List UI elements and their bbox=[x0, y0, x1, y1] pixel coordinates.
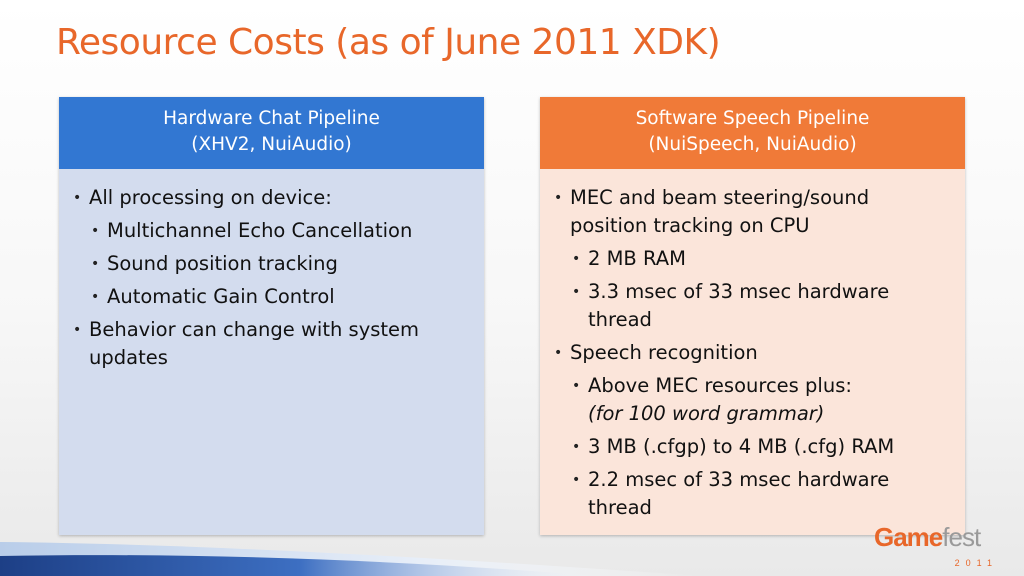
sub-bullet-item: • 3.3 msec of 33 msec hardware thread bbox=[552, 278, 949, 334]
bottom-swoosh-decoration bbox=[0, 542, 700, 576]
software-header-subtitle: (NuiSpeech, NuiAudio) bbox=[648, 134, 857, 155]
hardware-header-title: Hardware Chat Pipeline bbox=[163, 108, 380, 129]
bullet-italic-note: (for 100 word grammar) bbox=[588, 402, 825, 425]
bullet-text: All processing on device: bbox=[89, 186, 332, 209]
sub-bullet-item: • Multichannel Echo Cancellation bbox=[71, 217, 468, 245]
bullet-icon: • bbox=[572, 472, 581, 488]
slide-title: Resource Costs (as of June 2011 XDK) bbox=[56, 22, 721, 63]
bullet-icon: • bbox=[73, 322, 82, 338]
sub-bullet-item: • Automatic Gain Control bbox=[71, 283, 468, 311]
logo-game-text: Game bbox=[874, 522, 943, 552]
sub-bullet-item: • 2.2 msec of 33 msec hardware thread bbox=[552, 466, 949, 522]
software-bullet-list: • MEC and beam steering/sound position tr… bbox=[552, 184, 949, 522]
bullet-item: • MEC and beam steering/sound position tr… bbox=[552, 184, 949, 240]
software-panel-header: Software Speech Pipeline (NuiSpeech, Nui… bbox=[540, 97, 965, 169]
software-header-title: Software Speech Pipeline bbox=[635, 108, 870, 129]
gamefest-logo: Gamefest 2011 bbox=[874, 522, 1002, 568]
bullet-text: Speech recognition bbox=[570, 341, 758, 364]
bullet-text: 2.2 msec of 33 msec hardware thread bbox=[588, 468, 890, 519]
software-speech-pipeline-panel: Software Speech Pipeline (NuiSpeech, Nui… bbox=[540, 97, 965, 535]
hardware-chat-pipeline-panel: Hardware Chat Pipeline (XHV2, NuiAudio) … bbox=[59, 97, 484, 535]
bullet-icon: • bbox=[554, 190, 563, 206]
bullet-item: • All processing on device: bbox=[71, 184, 468, 212]
sub-bullet-item: • 2 MB RAM bbox=[552, 245, 949, 273]
bullet-icon: • bbox=[572, 378, 581, 394]
bullet-item: • Speech recognition bbox=[552, 339, 949, 367]
sub-bullet-item: • 3 MB (.cfgp) to 4 MB (.cfg) RAM bbox=[552, 433, 949, 461]
bullet-text: 2 MB RAM bbox=[588, 247, 686, 270]
bullet-icon: • bbox=[91, 223, 100, 239]
bullet-text: 3.3 msec of 33 msec hardware thread bbox=[588, 280, 890, 331]
bullet-icon: • bbox=[73, 190, 82, 206]
bullet-icon: • bbox=[91, 256, 100, 272]
logo-year-text: 2011 bbox=[954, 558, 998, 568]
bullet-text: Behavior can change with system updates bbox=[89, 318, 420, 369]
sub-bullet-item: • Above MEC resources plus: (for 100 word … bbox=[552, 372, 949, 428]
bullet-text: MEC and beam steering/sound position tra… bbox=[570, 186, 870, 237]
bullet-text: Sound position tracking bbox=[107, 252, 338, 275]
hardware-header-subtitle: (XHV2, NuiAudio) bbox=[191, 134, 352, 155]
logo-fest-text: fest bbox=[942, 522, 981, 552]
hardware-panel-header: Hardware Chat Pipeline (XHV2, NuiAudio) bbox=[59, 97, 484, 169]
bullet-text: Above MEC resources plus: bbox=[588, 374, 852, 397]
bullet-item: • Behavior can change with system updates bbox=[71, 316, 468, 372]
bullet-text: 3 MB (.cfgp) to 4 MB (.cfg) RAM bbox=[588, 435, 895, 458]
hardware-panel-body: • All processing on device: • Multichannel… bbox=[59, 169, 484, 372]
bullet-text: Automatic Gain Control bbox=[107, 285, 335, 308]
logo-wordmark: Gamefest bbox=[874, 522, 981, 553]
bullet-text: Multichannel Echo Cancellation bbox=[107, 219, 413, 242]
bullet-icon: • bbox=[554, 345, 563, 361]
bullet-icon: • bbox=[572, 284, 581, 300]
bullet-icon: • bbox=[572, 439, 581, 455]
software-panel-body: • MEC and beam steering/sound position tr… bbox=[540, 169, 965, 522]
sub-bullet-item: • Sound position tracking bbox=[71, 250, 468, 278]
hardware-bullet-list: • All processing on device: • Multichannel… bbox=[71, 184, 468, 372]
bullet-icon: • bbox=[91, 289, 100, 305]
bullet-icon: • bbox=[572, 251, 581, 267]
